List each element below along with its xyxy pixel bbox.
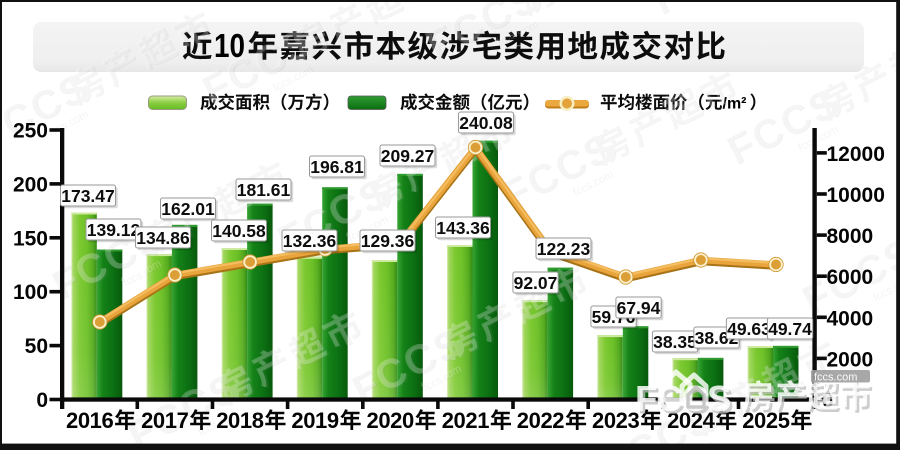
svg-text:2020: 2020 <box>367 408 415 433</box>
svg-text:250: 250 <box>13 120 48 143</box>
svg-text:2024: 2024 <box>667 408 716 433</box>
svg-text:150: 150 <box>13 227 48 250</box>
svg-text:0: 0 <box>36 389 48 412</box>
svg-text:181.61: 181.61 <box>237 180 291 200</box>
svg-text:196.81: 196.81 <box>310 157 364 177</box>
svg-text:/m²: /m² <box>723 96 747 113</box>
svg-text:4000: 4000 <box>827 307 874 330</box>
svg-text:140.58: 140.58 <box>212 221 266 241</box>
svg-text:38.35: 38.35 <box>653 332 697 352</box>
svg-text:2022: 2022 <box>517 408 565 433</box>
svg-text:2000: 2000 <box>827 348 874 371</box>
svg-text:132.36: 132.36 <box>283 231 337 251</box>
svg-text:173.47: 173.47 <box>61 186 115 206</box>
svg-text:122.23: 122.23 <box>537 239 591 259</box>
svg-text:10: 10 <box>214 27 245 64</box>
svg-text:49.74: 49.74 <box>768 319 812 339</box>
svg-text:8000: 8000 <box>827 225 874 248</box>
svg-text:2016: 2016 <box>66 408 114 433</box>
svg-text:2021: 2021 <box>442 408 490 433</box>
svg-text:50: 50 <box>25 335 48 358</box>
svg-text:2018: 2018 <box>216 408 264 433</box>
svg-text:134.86: 134.86 <box>136 228 190 248</box>
svg-text:10000: 10000 <box>827 184 885 207</box>
svg-text:49.63: 49.63 <box>727 319 771 339</box>
svg-text:129.36: 129.36 <box>361 231 415 251</box>
svg-text:209.27: 209.27 <box>381 146 435 166</box>
svg-text:fccs.com: fccs.com <box>814 372 857 384</box>
svg-text:240.08: 240.08 <box>459 113 513 133</box>
svg-text:92.07: 92.07 <box>514 273 558 293</box>
svg-text:6000: 6000 <box>827 266 874 289</box>
svg-text:200: 200 <box>13 173 48 196</box>
svg-text:12000: 12000 <box>827 143 885 166</box>
svg-text:143.36: 143.36 <box>436 218 490 238</box>
svg-text:67.94: 67.94 <box>617 298 661 318</box>
svg-text:2019: 2019 <box>291 408 339 433</box>
svg-text:162.01: 162.01 <box>161 199 215 219</box>
svg-text:2017: 2017 <box>141 408 189 433</box>
svg-text:139.12: 139.12 <box>87 220 141 240</box>
svg-text:2023: 2023 <box>592 408 640 433</box>
svg-text:100: 100 <box>13 281 48 304</box>
